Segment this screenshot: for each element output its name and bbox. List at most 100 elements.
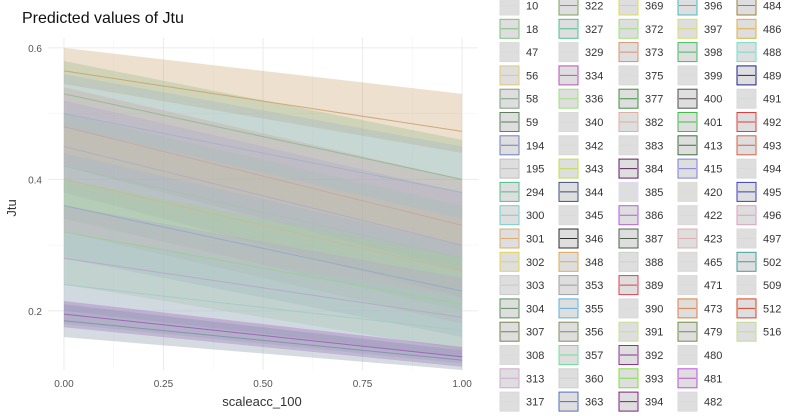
legend-label: 481 bbox=[704, 373, 722, 385]
legend-item-344: 344 bbox=[558, 181, 603, 202]
legend-item-355: 355 bbox=[558, 298, 603, 319]
legend-label: 383 bbox=[645, 140, 663, 152]
legend-label: 10 bbox=[526, 1, 538, 13]
legend-label: 399 bbox=[704, 70, 722, 82]
legend-label: 294 bbox=[526, 187, 544, 199]
legend-label: 355 bbox=[585, 303, 603, 315]
legend-item-516: 516 bbox=[736, 321, 781, 342]
legend-item-304: 304 bbox=[499, 298, 544, 319]
legend-label: 18 bbox=[526, 24, 538, 36]
legend-key bbox=[558, 0, 579, 16]
legend-item-336: 336 bbox=[558, 88, 603, 109]
legend-item-413: 413 bbox=[677, 135, 722, 156]
legend-item-482: 482 bbox=[677, 391, 722, 412]
legend-label: 377 bbox=[645, 94, 663, 106]
x-tick-label: 1.00 bbox=[452, 379, 472, 390]
legend-item-308: 308 bbox=[499, 345, 544, 365]
legend-label: 516 bbox=[763, 327, 781, 339]
legend-item-385: 385 bbox=[618, 181, 663, 202]
legend-item-303: 303 bbox=[499, 275, 544, 296]
legend-label: 59 bbox=[526, 117, 538, 129]
legend-item-58: 58 bbox=[499, 88, 538, 109]
legend-label: 322 bbox=[585, 1, 603, 13]
legend-label: 398 bbox=[704, 47, 722, 59]
legend-item-420: 420 bbox=[677, 181, 722, 202]
legend-label: 345 bbox=[585, 210, 603, 222]
legend-label: 384 bbox=[645, 164, 663, 176]
legend-item-491: 491 bbox=[736, 88, 781, 109]
legend-label: 300 bbox=[526, 210, 544, 222]
legend-label: 353 bbox=[585, 280, 603, 292]
legend-item-194: 194 bbox=[499, 135, 544, 156]
y-axis-ticks: 0.2 0.4 0.6 bbox=[28, 44, 42, 318]
legend-label: 423 bbox=[704, 234, 722, 246]
legend-item-300: 300 bbox=[499, 205, 544, 226]
y-axis-title: Jtu bbox=[4, 199, 19, 216]
legend-item-392: 392 bbox=[618, 345, 663, 365]
legend-label: 303 bbox=[526, 280, 544, 292]
legend-label: 390 bbox=[645, 303, 663, 315]
legend-item-471: 471 bbox=[677, 275, 722, 296]
legend-label: 344 bbox=[585, 187, 603, 199]
legend-item-343: 343 bbox=[558, 158, 603, 179]
legend-item-496: 496 bbox=[736, 205, 781, 226]
legend-item-497: 497 bbox=[736, 228, 781, 249]
legend-label: 512 bbox=[763, 303, 781, 315]
legend-label: 336 bbox=[585, 94, 603, 106]
legend-item-481: 481 bbox=[677, 368, 722, 389]
legend-label: 195 bbox=[526, 164, 544, 176]
legend-item-313: 313 bbox=[499, 368, 544, 389]
legend-label: 388 bbox=[645, 257, 663, 269]
legend-item-494: 494 bbox=[736, 158, 781, 179]
legend-item-465: 465 bbox=[677, 251, 722, 272]
confidence-bands bbox=[63, 47, 463, 370]
legend-label: 471 bbox=[704, 280, 722, 292]
legend-label: 356 bbox=[585, 327, 603, 339]
legend-label: 56 bbox=[526, 70, 538, 82]
legend-item-387: 387 bbox=[618, 228, 663, 249]
legend-label: 334 bbox=[585, 70, 603, 82]
legend-key bbox=[677, 0, 698, 16]
legend-key bbox=[618, 0, 639, 16]
legend-label: 489 bbox=[763, 70, 781, 82]
band-294 bbox=[63, 179, 463, 351]
legend-item-509: 509 bbox=[736, 275, 781, 296]
legend-item-492: 492 bbox=[736, 112, 781, 132]
legend-item-396: 396 bbox=[677, 0, 722, 16]
legend-item-10: 10 bbox=[499, 0, 538, 16]
x-tick-label: 0.75 bbox=[353, 379, 373, 390]
legend-label: 360 bbox=[585, 373, 603, 385]
legend-item-18: 18 bbox=[499, 18, 538, 39]
legend-label: 313 bbox=[526, 373, 544, 385]
legend-item-473: 473 bbox=[677, 298, 722, 319]
legend-item-397: 397 bbox=[677, 18, 722, 39]
x-tick-label: 0.00 bbox=[54, 379, 74, 390]
band-195 bbox=[63, 153, 463, 338]
line-18 bbox=[63, 93, 463, 180]
legend-item-415: 415 bbox=[677, 158, 722, 179]
legend-item-329: 329 bbox=[558, 42, 603, 63]
legend-label: 348 bbox=[585, 257, 603, 269]
legend-label: 58 bbox=[526, 94, 538, 106]
line-300 bbox=[63, 257, 463, 318]
legend-item-393: 393 bbox=[618, 368, 663, 389]
band-47 bbox=[63, 74, 463, 246]
legend-item-422: 422 bbox=[677, 205, 722, 226]
legend-label: 386 bbox=[645, 210, 663, 222]
legend-item-356: 356 bbox=[558, 321, 603, 342]
legend-item-383: 383 bbox=[618, 135, 663, 156]
legend-label: 488 bbox=[763, 47, 781, 59]
legend-item-484: 484 bbox=[736, 0, 781, 16]
x-axis-ticks: 0.00 0.25 0.50 0.75 1.00 bbox=[54, 379, 472, 390]
legend-label: 413 bbox=[704, 140, 722, 152]
legend-label: 375 bbox=[645, 70, 663, 82]
legend-item-345: 345 bbox=[558, 205, 603, 226]
legend-item-342: 342 bbox=[558, 135, 603, 156]
legend-item-486: 486 bbox=[736, 18, 781, 39]
legend-label: 307 bbox=[526, 327, 544, 339]
legend-label: 495 bbox=[763, 187, 781, 199]
legend-label: 502 bbox=[763, 257, 781, 269]
legend-item-377: 377 bbox=[618, 88, 663, 109]
line-56 bbox=[63, 126, 463, 226]
